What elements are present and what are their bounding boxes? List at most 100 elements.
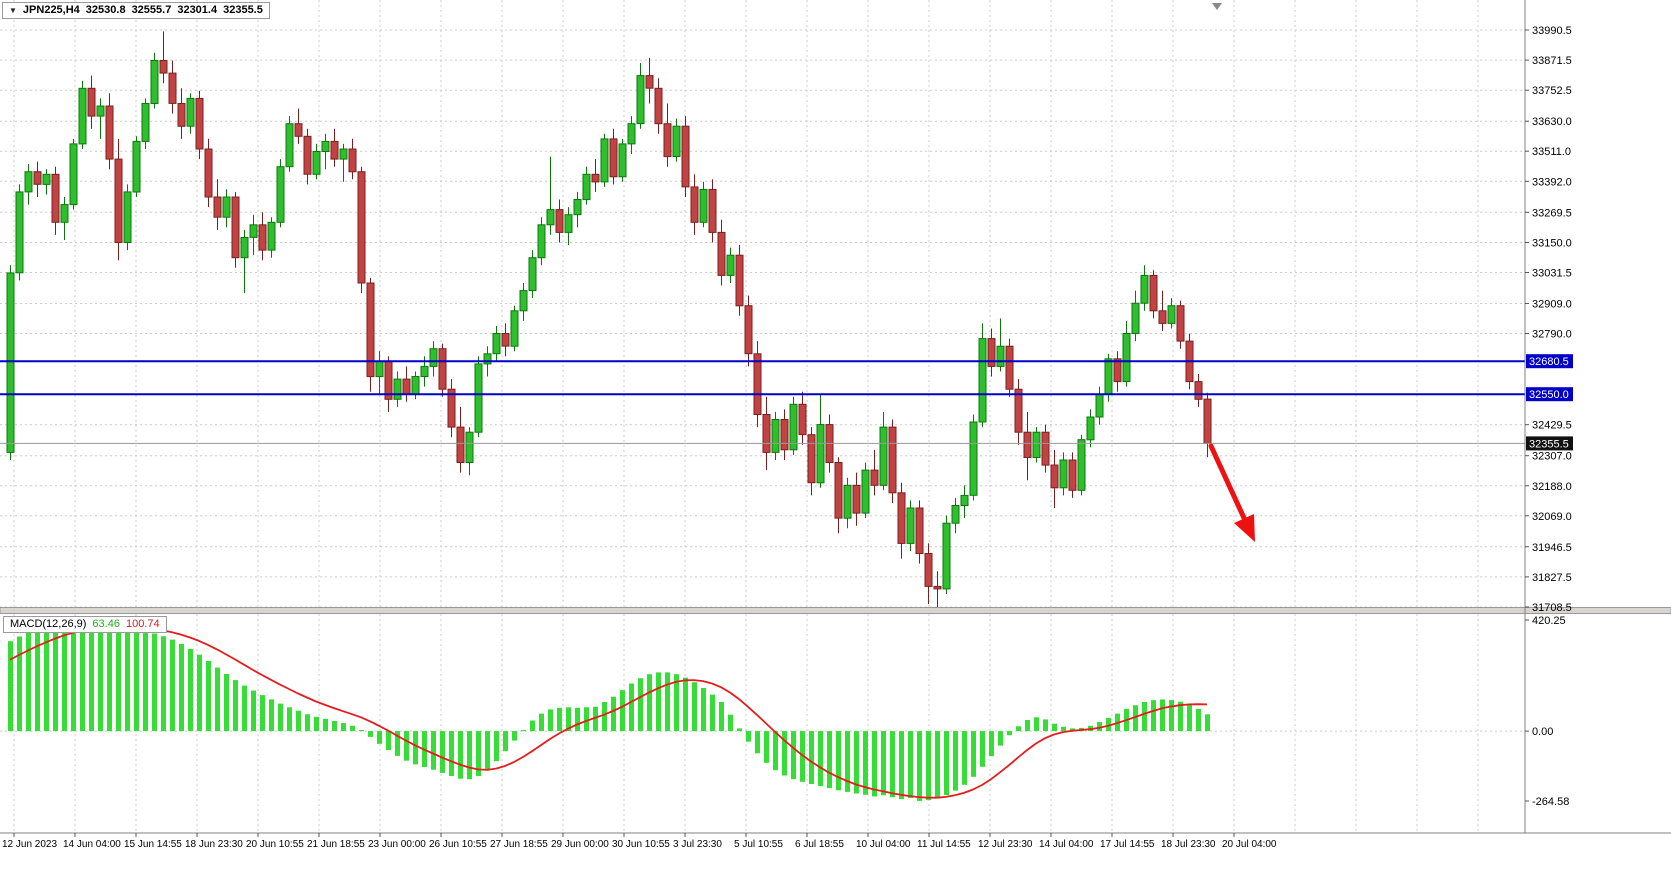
macd-histogram-bar (611, 696, 616, 732)
candle-body-down (690, 186, 699, 223)
price-tag-level (1526, 387, 1573, 402)
time-axis-label: 14 Jul 04:00 (1039, 839, 1094, 850)
macd-histogram-bar (998, 731, 1003, 746)
candle-body-down (591, 173, 600, 183)
price-tag-level (1526, 354, 1573, 369)
candle-body-down (1050, 464, 1059, 489)
macd-histogram-bar (296, 710, 301, 732)
macd-name: MACD(12,26,9) (10, 618, 87, 630)
candle-body-up (960, 494, 969, 506)
macd-histogram-bar (692, 682, 697, 732)
candles-layer (6, 31, 1212, 610)
macd-histogram-bar (539, 713, 544, 731)
macd-histogram-bar (26, 632, 31, 732)
macd-histogram-bar (890, 731, 895, 798)
time-axis-label: 11 Jul 14:55 (917, 839, 971, 850)
candle-body-up (375, 360, 384, 378)
candle-body-down (195, 97, 204, 150)
candle-body-down (915, 507, 924, 554)
candle-body-up (1032, 431, 1041, 459)
chart-shift-marker (1212, 3, 1222, 10)
macd-histogram-bar (341, 723, 346, 731)
macd-histogram-bar (125, 628, 130, 732)
trend-arrow-shaft[interactable] (1208, 443, 1247, 521)
panel-splitter[interactable] (0, 607, 1671, 614)
symbol-info-box: ▼ JPN225,H4 32530.8 32555.7 32301.4 3235… (2, 2, 270, 19)
macd-histogram-bar (305, 714, 310, 732)
macd-histogram-bar (1169, 700, 1174, 731)
macd-histogram-bar (755, 731, 760, 754)
candle-body-down (717, 231, 726, 276)
macd-histogram-bar (908, 731, 913, 798)
macd-histogram-bar (44, 626, 49, 732)
macd-histogram-bar (332, 721, 337, 731)
candle-body-down (456, 426, 465, 464)
macd-histogram-bar (152, 633, 157, 731)
macd-histogram-bar (800, 731, 805, 782)
macd-histogram-bar (395, 731, 400, 756)
candle-body-down (501, 333, 510, 347)
price-axis-label: 32429.5 (1532, 420, 1572, 432)
macd-histogram-bar (782, 731, 787, 776)
candle-body-up (141, 103, 150, 142)
candle-body-up (528, 257, 537, 292)
candle-body-up (861, 469, 870, 514)
candle-body-up (78, 87, 87, 145)
candle-body-up (69, 143, 78, 206)
macd-histogram-bar (710, 694, 715, 732)
macd-histogram-bar (512, 731, 517, 741)
macd-histogram-bar (1052, 723, 1057, 732)
macd-histogram-bar (1160, 699, 1165, 732)
price-axis-label: 32188.0 (1532, 481, 1572, 493)
candle-body-up (123, 191, 132, 243)
macd-histogram-bar (656, 672, 661, 732)
candle-body-down (447, 388, 456, 428)
one-click-trading-expander-icon[interactable]: ▼ (9, 6, 17, 15)
macd-histogram-bar (278, 703, 283, 732)
price-axis-label: 32069.0 (1532, 511, 1572, 523)
macd-indicator-label: MACD(12,26,9) 63.46 100.74 (3, 616, 167, 633)
macd-histogram-bar (629, 683, 634, 732)
macd-histogram-bar (1196, 708, 1201, 732)
candle-body-down (834, 462, 843, 519)
price-tag-level-text: 32680.5 (1529, 356, 1569, 368)
candle-body-down (114, 158, 123, 244)
candle-body-down (51, 173, 60, 223)
macd-histogram-bar (620, 690, 625, 732)
candle-body-up (618, 143, 627, 178)
candle-body-up (465, 431, 474, 464)
candle-body-down (744, 305, 753, 355)
candle-body-up (24, 171, 33, 193)
trend-arrow-head[interactable] (1234, 514, 1255, 542)
price-axis-label: 33752.5 (1532, 85, 1572, 97)
quote-high: 32555.7 (131, 4, 172, 16)
macd-histogram-bar (458, 731, 463, 779)
candle-body-up (150, 60, 159, 104)
candle-body-up (267, 221, 276, 251)
candle-body-up (15, 191, 24, 274)
time-axis-label: 6 Jul 18:55 (795, 839, 844, 850)
candle-body-down (1068, 459, 1077, 491)
macd-histogram-bar (1205, 714, 1210, 732)
candle-body-up (726, 254, 735, 276)
candle-body-up (879, 426, 888, 486)
candle-body-down (177, 103, 186, 127)
macd-histogram-bar (431, 731, 436, 770)
candle-body-up (1077, 439, 1086, 491)
candle-body-up (510, 310, 519, 347)
candle-body-up (636, 75, 645, 125)
macd-histogram-bar (350, 725, 355, 732)
time-axis-label: 29 Jun 00:00 (551, 839, 609, 850)
time-axis-label: 3 Jul 23:30 (673, 839, 722, 850)
macd-histogram-bar (359, 730, 364, 732)
macd-histogram-bar (134, 629, 139, 732)
candle-body-down (258, 224, 267, 251)
candle-body-up (6, 272, 15, 453)
candle-body-down (366, 282, 375, 378)
macd-signal-line (9, 625, 1208, 799)
candle-body-up (1059, 459, 1068, 489)
price-axis: 33990.5 33871.5 33752.5 33630.0 33511.0 33392… (1525, 25, 1573, 808)
candle-body-down (555, 209, 564, 233)
candle-body-down (924, 553, 933, 587)
